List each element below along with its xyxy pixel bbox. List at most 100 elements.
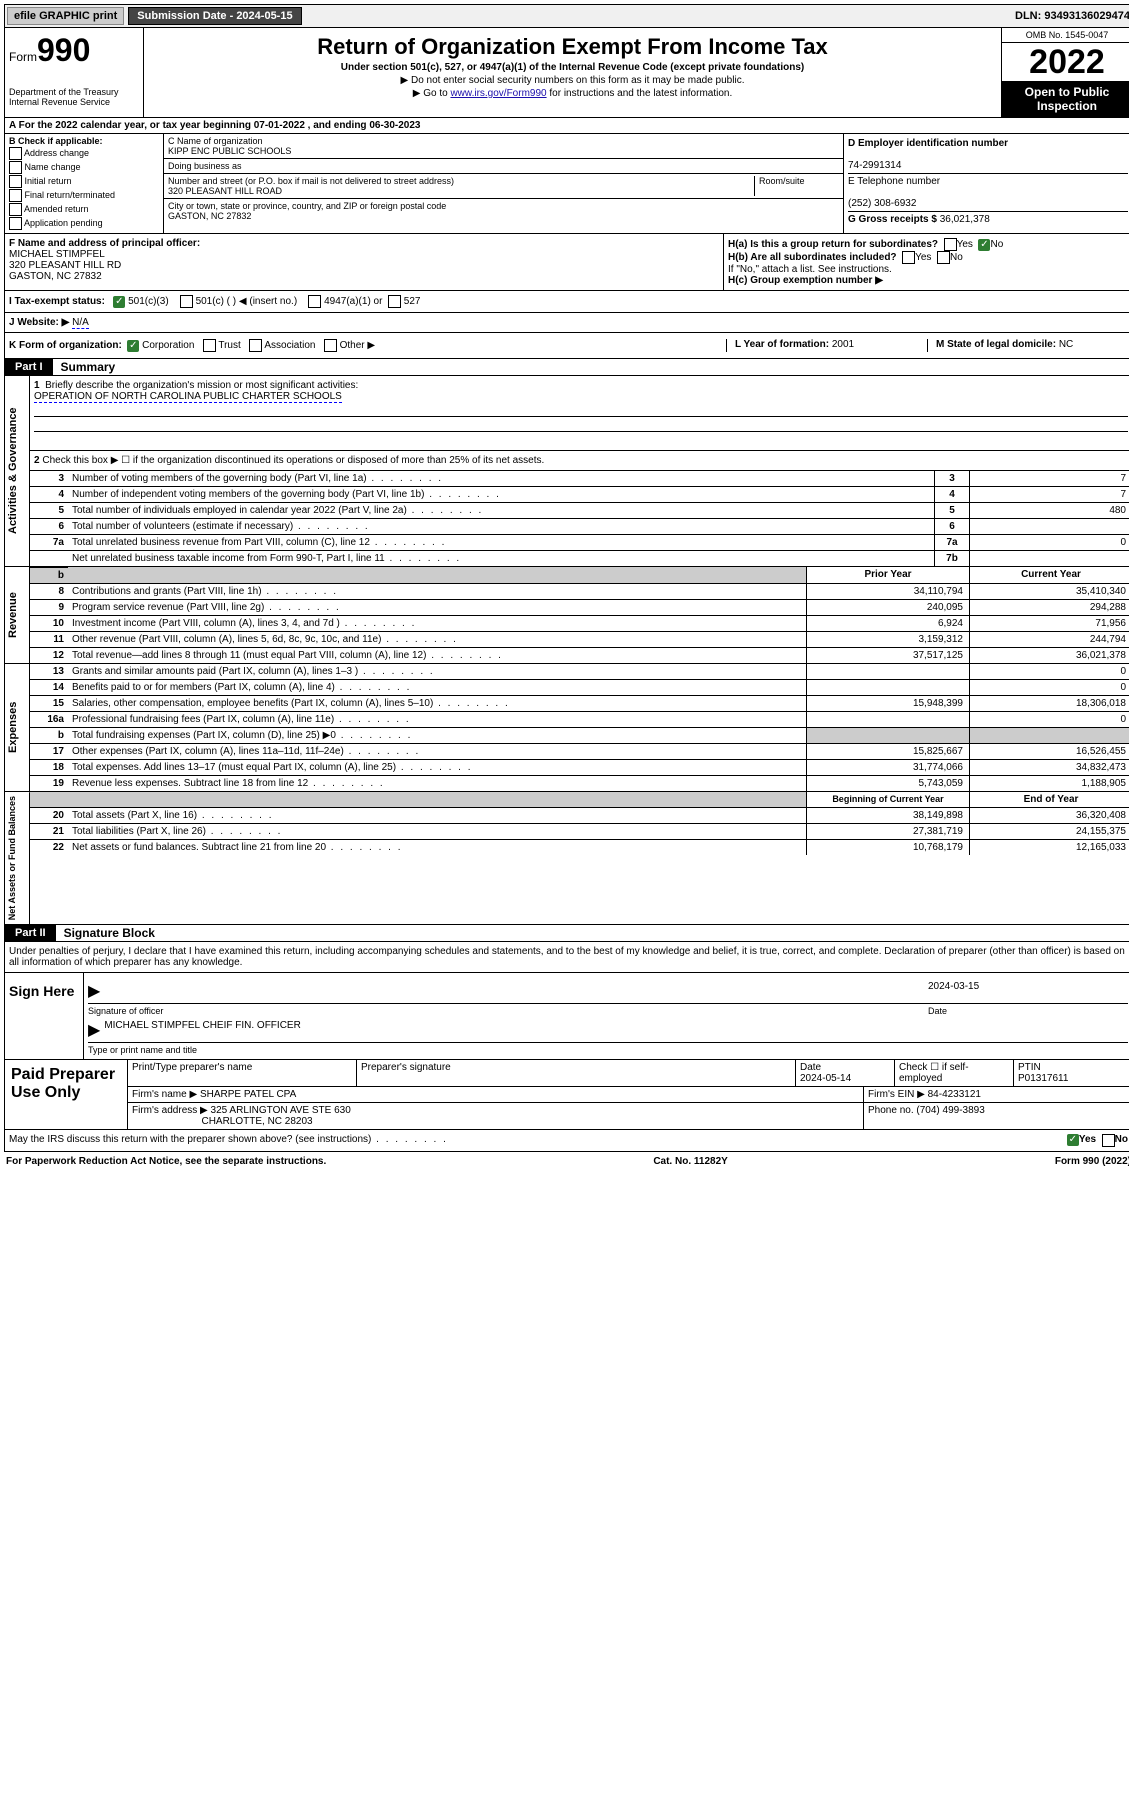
chk-final-return[interactable]: Final return/terminated xyxy=(9,189,159,202)
gross-value: 36,021,378 xyxy=(940,214,990,225)
table-row: 8Contributions and grants (Part VIII, li… xyxy=(30,584,1129,600)
firm-phone: (704) 499-3893 xyxy=(916,1105,984,1116)
net-assets-section: Net Assets or Fund Balances Beginning of… xyxy=(4,792,1129,925)
ssn-note: ▶ Do not enter social security numbers o… xyxy=(152,75,993,86)
officer-addr1: 320 PLEASANT HILL RD xyxy=(9,260,121,271)
section-d: D Employer identification number 74-2991… xyxy=(844,134,1129,233)
chk-amended[interactable]: Amended return xyxy=(9,203,159,216)
ha-no-checkbox[interactable]: ✓ xyxy=(978,239,990,251)
sig-officer-label: Signature of officer xyxy=(88,1006,928,1016)
year-formation: 2001 xyxy=(832,339,854,350)
arrow-icon: ▶ xyxy=(88,981,104,1001)
org-name: KIPP ENC PUBLIC SCHOOLS xyxy=(168,146,839,156)
gross-label: G Gross receipts $ xyxy=(848,214,937,225)
table-row: 21Total liabilities (Part X, line 26)27,… xyxy=(30,824,1129,840)
discuss-no-checkbox[interactable] xyxy=(1102,1134,1115,1147)
efile-button[interactable]: efile GRAPHIC print xyxy=(7,7,124,25)
irs-link[interactable]: www.irs.gov/Form990 xyxy=(450,88,546,99)
table-row: 20Total assets (Part X, line 16)38,149,8… xyxy=(30,808,1129,824)
dba-label: Doing business as xyxy=(168,161,839,171)
dln-label: DLN: 93493136029474 xyxy=(1015,10,1129,22)
chk-initial-return[interactable]: Initial return xyxy=(9,175,159,188)
table-row: 15Salaries, other compensation, employee… xyxy=(30,696,1129,712)
discuss-row: May the IRS discuss this return with the… xyxy=(4,1130,1129,1152)
side-label-net: Net Assets or Fund Balances xyxy=(5,792,30,924)
part1-header: Part I Summary xyxy=(5,359,1129,375)
i-501c-checkbox[interactable] xyxy=(180,295,193,308)
ein-label: D Employer identification number xyxy=(848,138,1008,149)
table-row: 16aProfessional fundraising fees (Part I… xyxy=(30,712,1129,728)
preparer-title: Paid Preparer Use Only xyxy=(5,1060,128,1129)
prep-date: 2024-05-14 xyxy=(800,1073,851,1084)
chk-address-change[interactable]: Address change xyxy=(9,147,159,160)
state-domicile: NC xyxy=(1059,339,1073,350)
firm-ein: 84-4233121 xyxy=(928,1089,981,1100)
side-label-exp: Expenses xyxy=(5,664,30,791)
officer-name-value: MICHAEL STIMPFEL CHEIF FIN. OFFICER xyxy=(104,1020,301,1040)
city-label: City or town, state or province, country… xyxy=(168,201,839,211)
firm-addr1: 325 ARLINGTON AVE STE 630 xyxy=(211,1105,351,1116)
table-row: 18Total expenses. Add lines 13–17 (must … xyxy=(30,760,1129,776)
hb-yes-checkbox[interactable] xyxy=(902,251,915,264)
officer-label: F Name and address of principal officer: xyxy=(9,238,200,249)
ptin-value: P01317611 xyxy=(1018,1073,1068,1084)
footer-cat: Cat. No. 11282Y xyxy=(653,1156,727,1167)
i-527-checkbox[interactable] xyxy=(388,295,401,308)
preparer-block: Paid Preparer Use Only Print/Type prepar… xyxy=(4,1060,1129,1130)
k-corp-checkbox[interactable]: ✓ xyxy=(127,340,139,352)
section-c: C Name of organization KIPP ENC PUBLIC S… xyxy=(164,134,844,233)
firm-name: SHARPE PATEL CPA xyxy=(200,1089,296,1100)
col-current-year: Current Year xyxy=(969,567,1129,583)
k-other-checkbox[interactable] xyxy=(324,339,337,352)
hb-no-checkbox[interactable] xyxy=(937,251,950,264)
footer-left: For Paperwork Reduction Act Notice, see … xyxy=(6,1156,326,1167)
officer-name: MICHAEL STIMPFEL xyxy=(9,249,105,260)
org-name-label: C Name of organization xyxy=(168,136,839,146)
k-trust-checkbox[interactable] xyxy=(203,339,216,352)
table-row: 14Benefits paid to or for members (Part … xyxy=(30,680,1129,696)
table-row: 19Revenue less expenses. Subtract line 1… xyxy=(30,776,1129,791)
table-row: 7aTotal unrelated business revenue from … xyxy=(30,535,1129,551)
type-name-label: Type or print name and title xyxy=(88,1045,1128,1055)
top-bar: efile GRAPHIC print Submission Date - 20… xyxy=(4,4,1129,28)
q2-text: Check this box ▶ ☐ if the organization d… xyxy=(42,455,544,466)
hb-label: H(b) Are all subordinates included? xyxy=(728,252,897,263)
row-a-tax-year: A For the 2022 calendar year, or tax yea… xyxy=(4,118,1129,134)
tel-label: E Telephone number xyxy=(848,176,940,187)
k-assoc-checkbox[interactable] xyxy=(249,339,262,352)
sign-here-label: Sign Here xyxy=(5,973,84,1059)
table-row: 17Other expenses (Part IX, column (A), l… xyxy=(30,744,1129,760)
mission-label: Briefly describe the organization's miss… xyxy=(45,380,358,391)
ha-label: H(a) Is this a group return for subordin… xyxy=(728,239,938,250)
i-501c3-checkbox[interactable]: ✓ xyxy=(113,296,125,308)
form-header: Form990 Department of the Treasury Inter… xyxy=(4,28,1129,118)
submission-date-button[interactable]: Submission Date - 2024-05-15 xyxy=(128,7,301,25)
block-bcd: B Check if applicable: Address change Na… xyxy=(4,134,1129,234)
table-row: 4Number of independent voting members of… xyxy=(30,487,1129,503)
penalty-text: Under penalties of perjury, I declare th… xyxy=(4,942,1129,973)
page-footer: For Paperwork Reduction Act Notice, see … xyxy=(4,1152,1129,1171)
col-begin-year: Beginning of Current Year xyxy=(806,792,969,807)
col-prior-year: Prior Year xyxy=(806,567,969,583)
table-row: 5Total number of individuals employed in… xyxy=(30,503,1129,519)
table-row: 13Grants and similar amounts paid (Part … xyxy=(30,664,1129,680)
goto-note: ▶ Go to www.irs.gov/Form990 for instruct… xyxy=(152,88,993,99)
signature-block: Sign Here ▶ 2024-03-15 Signature of offi… xyxy=(4,973,1129,1060)
chk-name-change[interactable]: Name change xyxy=(9,161,159,174)
row-i: I Tax-exempt status: ✓ 501(c)(3) 501(c) … xyxy=(4,291,1129,313)
table-row: 22Net assets or fund balances. Subtract … xyxy=(30,840,1129,855)
addr-value: 320 PLEASANT HILL ROAD xyxy=(168,186,754,196)
table-row: Net unrelated business taxable income fr… xyxy=(30,551,1129,566)
hc-label: H(c) Group exemption number ▶ xyxy=(728,275,883,286)
form-subtitle: Under section 501(c), 527, or 4947(a)(1)… xyxy=(152,62,993,73)
discuss-yes-checkbox[interactable]: ✓ xyxy=(1067,1134,1079,1146)
side-label-ag: Activities & Governance xyxy=(5,376,30,566)
prep-sig-header: Preparer's signature xyxy=(357,1060,796,1086)
i-4947-checkbox[interactable] xyxy=(308,295,321,308)
table-row: bTotal fundraising expenses (Part IX, co… xyxy=(30,728,1129,744)
footer-right: Form 990 (2022) xyxy=(1055,1156,1129,1167)
prep-self-employed[interactable]: Check ☐ if self-employed xyxy=(895,1060,1014,1086)
ha-yes-checkbox[interactable] xyxy=(944,238,957,251)
chk-application-pending[interactable]: Application pending xyxy=(9,217,159,230)
table-row: 6Total number of volunteers (estimate if… xyxy=(30,519,1129,535)
